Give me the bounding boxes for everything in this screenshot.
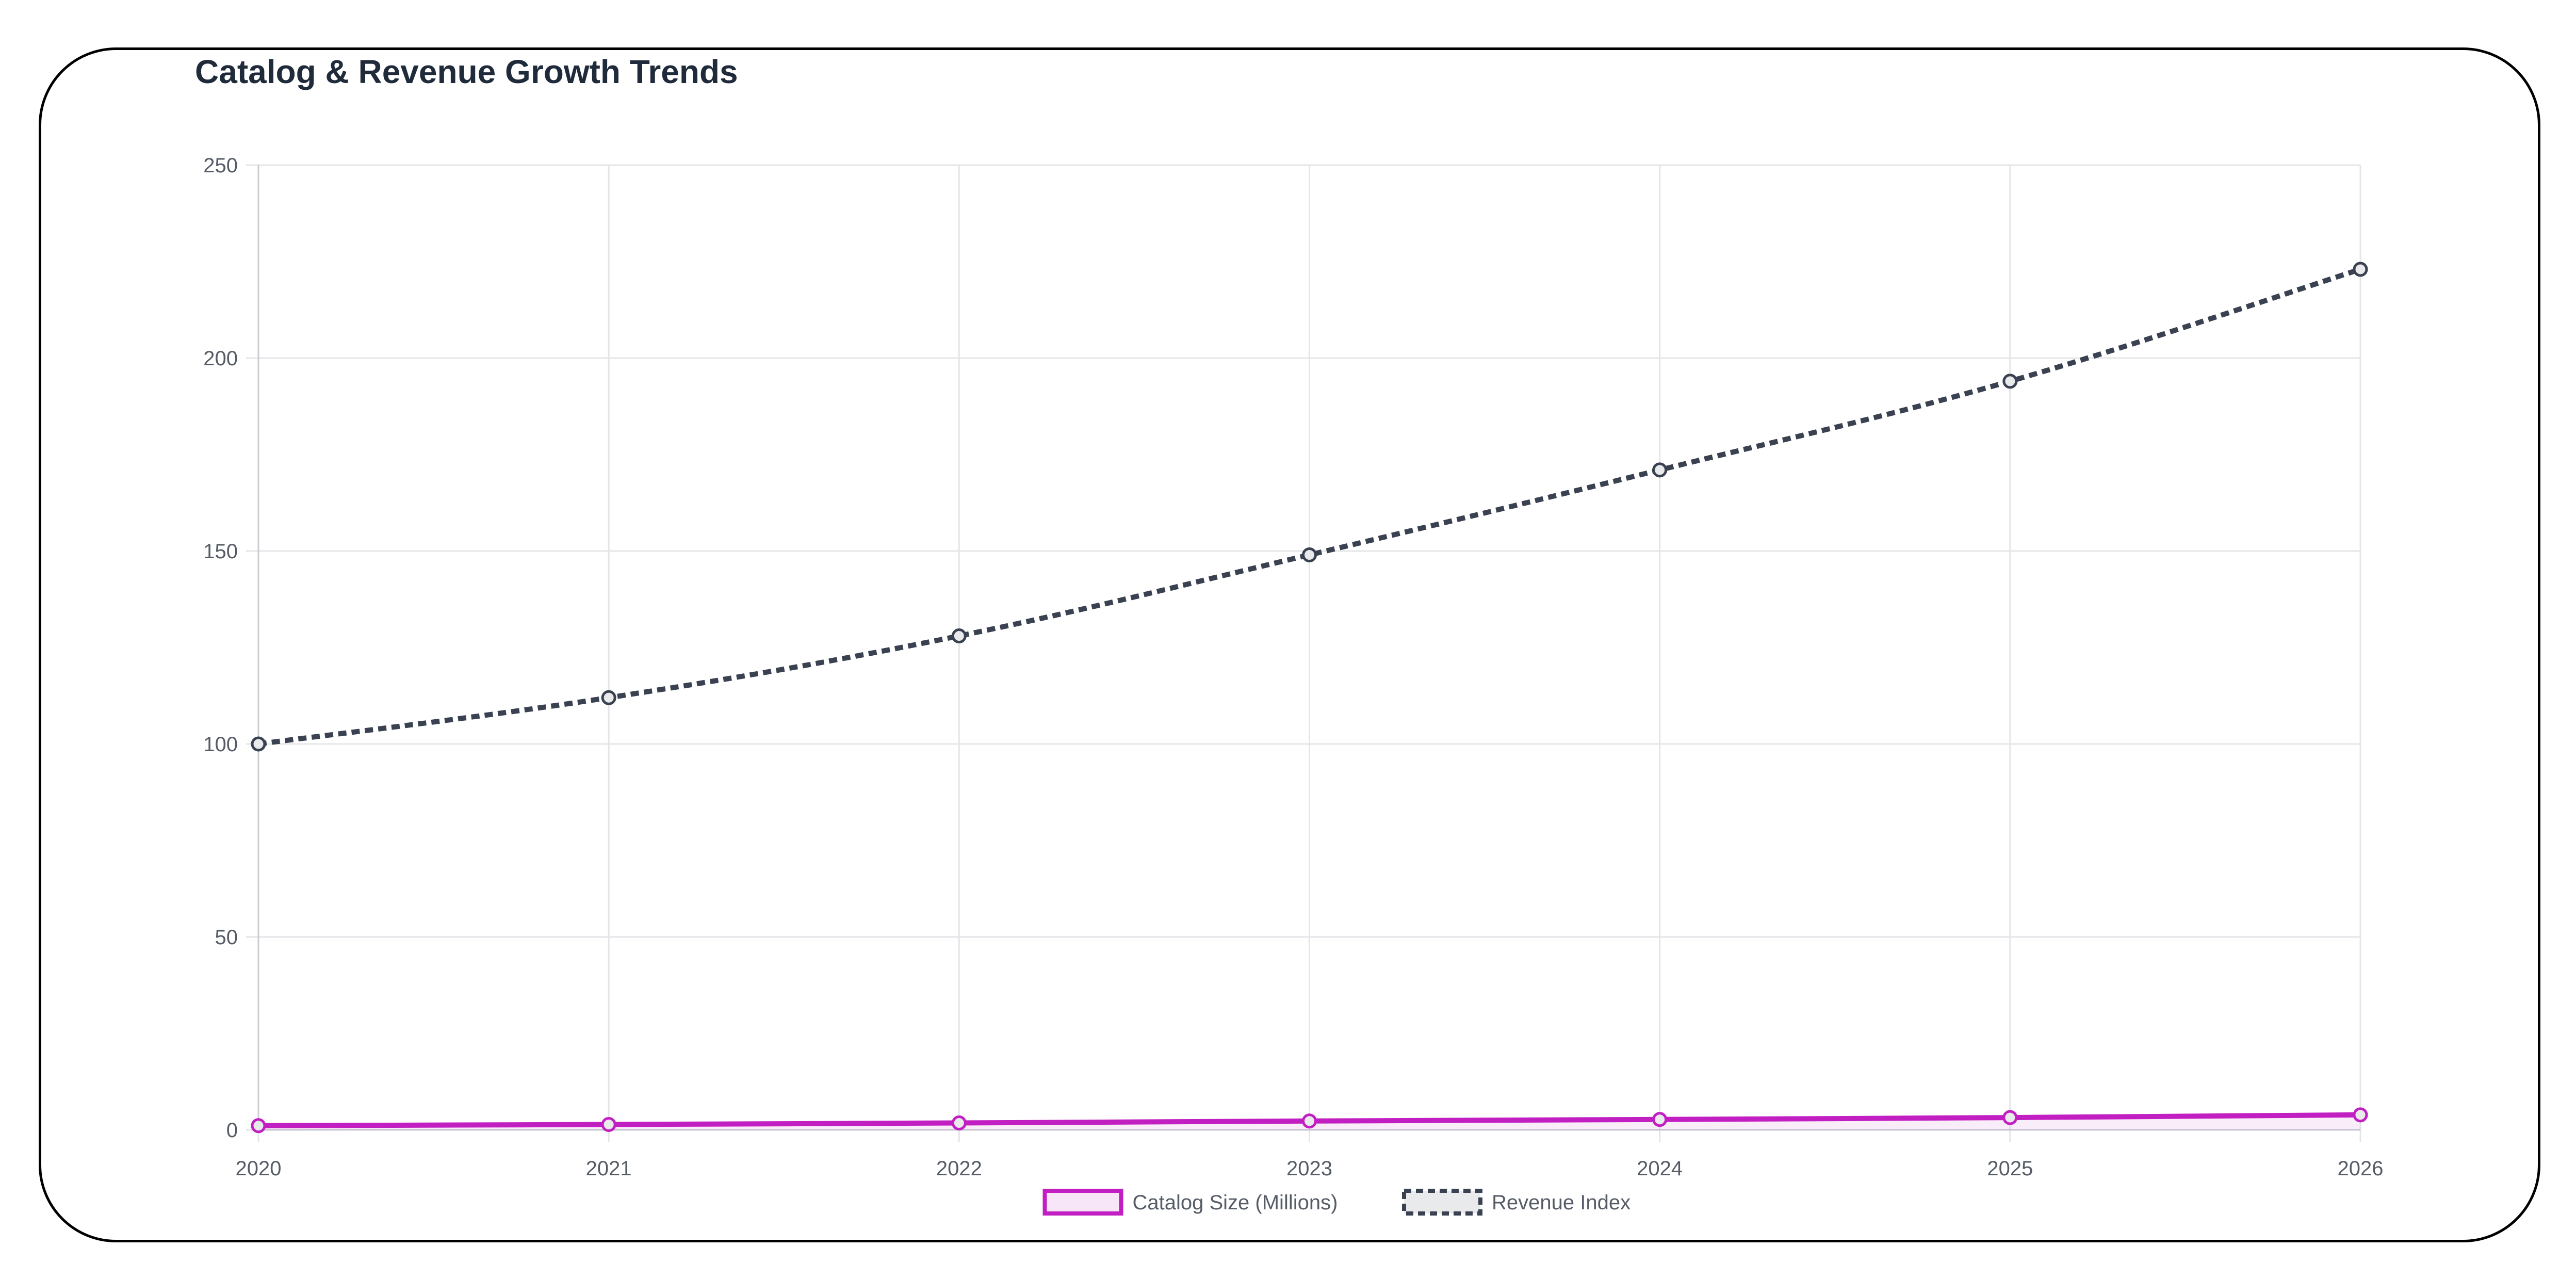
revenue-index-legend-swatch[interactable]	[1402, 1189, 1482, 1216]
catalog-size-millions-legend-label[interactable]: Catalog Size (Millions)	[1133, 1191, 1338, 1214]
y-tick-label: 200	[203, 347, 238, 370]
revenue-index-point	[601, 690, 616, 705]
catalog-size-millions-point	[951, 1115, 967, 1131]
x-tick-label: 2020	[236, 1157, 282, 1180]
axes: 0 50 100 150 200 250 2020 2021 2022 2023 2024 2025 2…	[203, 154, 2383, 1180]
x-tick-label: 2024	[1637, 1157, 1683, 1180]
revenue-index-legend-label[interactable]: Revenue Index	[1492, 1191, 1631, 1214]
revenue-index-point	[951, 628, 967, 644]
x-tick-label: 2023	[1286, 1157, 1332, 1180]
x-tick-label: 2021	[586, 1157, 632, 1180]
y-tick-label: 50	[215, 926, 238, 949]
y-tick-label: 100	[203, 733, 238, 756]
catalog-size-millions-legend-swatch[interactable]	[1042, 1189, 1123, 1216]
y-tick-label: 250	[203, 154, 238, 177]
chart-title: Catalog & Revenue Growth Trends	[195, 53, 738, 90]
catalog-size-millions-point	[1302, 1113, 1317, 1129]
revenue-index-point	[1652, 462, 1668, 478]
x-tick-label: 2026	[2338, 1157, 2384, 1180]
catalog-size-millions-point	[2353, 1107, 2368, 1123]
revenue-index-point	[1302, 547, 1317, 562]
chart-card	[39, 47, 2540, 1242]
catalog-size-millions-point	[251, 1118, 266, 1134]
catalog-size-millions-point	[2002, 1110, 2018, 1125]
series	[251, 262, 2368, 1134]
revenue-index-point	[2353, 262, 2368, 277]
catalog-size-millions-point	[1652, 1112, 1668, 1127]
revenue-index-point	[251, 736, 266, 752]
y-tick-label: 0	[226, 1119, 238, 1142]
x-tick-label: 2022	[936, 1157, 982, 1180]
catalog-size-millions-point	[601, 1117, 616, 1132]
revenue-index-point	[2002, 374, 2018, 389]
x-tick-label: 2025	[1987, 1157, 2033, 1180]
grid	[246, 164, 2361, 1142]
legend[interactable]: Catalog Size (Millions) Revenue Index	[1042, 1189, 1631, 1216]
y-tick-label: 150	[203, 540, 238, 563]
